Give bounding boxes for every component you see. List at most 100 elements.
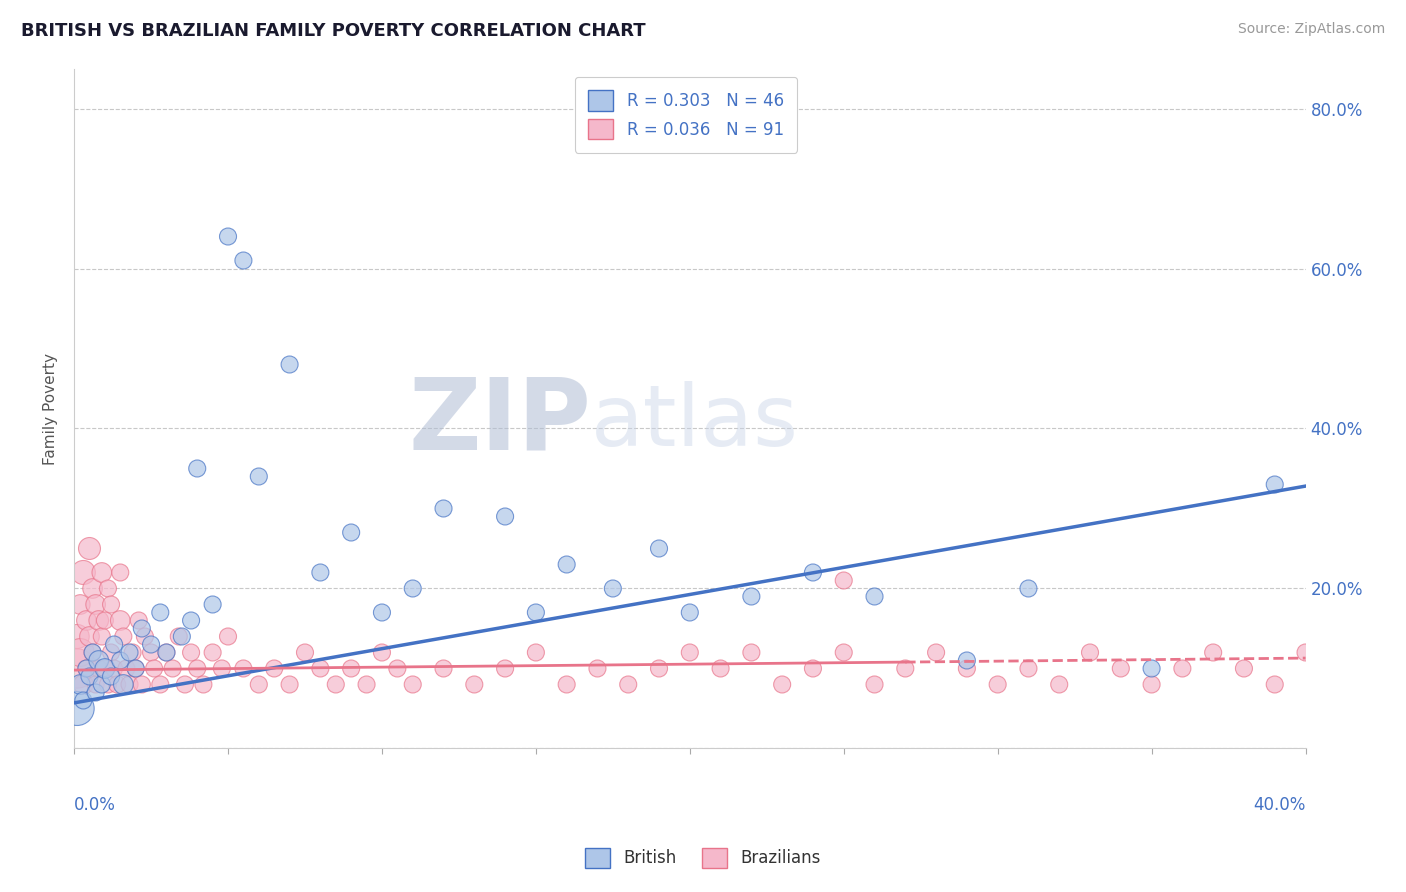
Point [832,645,855,659]
Point [87,614,110,628]
Point [94,661,117,675]
Point [155,645,177,659]
Point [555,558,578,572]
Point [294,645,316,659]
Point [170,630,193,644]
Point [79,630,101,644]
Point [180,614,202,628]
Point [97,677,120,691]
Point [494,509,516,524]
Point [710,661,733,675]
Point [247,677,270,691]
Point [79,541,101,556]
Point [263,661,285,675]
Point [149,677,172,691]
Point [555,677,578,691]
Point [90,677,112,691]
Point [679,606,702,620]
Point [832,574,855,588]
Point [956,661,979,675]
Point [90,630,112,644]
Point [75,614,97,628]
Point [110,653,132,667]
Point [1140,677,1163,691]
Point [66,701,89,715]
Point [648,661,671,675]
Point [679,645,702,659]
Point [1264,477,1286,491]
Text: BRITISH VS BRAZILIAN FAMILY POVERTY CORRELATION CHART: BRITISH VS BRAZILIAN FAMILY POVERTY CORR… [21,22,645,40]
Text: ZIP: ZIP [408,374,592,471]
Point [740,645,762,659]
Point [1171,661,1194,675]
Point [84,598,107,612]
Point [90,566,112,580]
Legend: R = 0.303   N = 46, R = 0.036   N = 91: R = 0.303 N = 46, R = 0.036 N = 91 [575,77,797,153]
Point [186,661,208,675]
Point [863,590,886,604]
Point [387,661,409,675]
Point [87,661,110,675]
Point [84,677,107,691]
Point [278,677,301,691]
Y-axis label: Family Poverty: Family Poverty [44,352,58,465]
Text: atlas: atlas [592,381,799,464]
Point [340,661,363,675]
Point [131,622,153,636]
Point [309,661,332,675]
Point [617,677,640,691]
Point [103,638,125,652]
Point [94,661,117,675]
Point [134,630,156,644]
Point [463,677,485,691]
Point [128,614,150,628]
Point [1202,645,1225,659]
Point [217,630,239,644]
Point [167,630,190,644]
Point [309,566,332,580]
Point [1017,661,1039,675]
Point [956,653,979,667]
Point [100,645,122,659]
Point [131,677,153,691]
Text: Source: ZipAtlas.com: Source: ZipAtlas.com [1237,22,1385,37]
Point [1047,677,1070,691]
Point [211,661,233,675]
Point [217,229,239,244]
Point [432,661,454,675]
Point [524,606,547,620]
Point [155,645,177,659]
Point [139,645,162,659]
Point [75,661,97,675]
Point [110,566,132,580]
Point [740,590,762,604]
Point [124,661,146,675]
Point [863,677,886,691]
Point [66,661,89,675]
Point [69,598,91,612]
Point [356,677,378,691]
Point [121,645,143,659]
Point [247,469,270,483]
Point [100,598,122,612]
Point [987,677,1010,691]
Point [371,645,394,659]
Point [72,677,94,691]
Point [494,661,516,675]
Point [112,630,135,644]
Point [193,677,215,691]
Point [325,677,347,691]
Point [371,606,394,620]
Point [84,685,107,699]
Point [770,677,793,691]
Legend: British, Brazilians: British, Brazilians [579,841,827,875]
Point [278,358,301,372]
Point [94,614,117,628]
Point [1295,645,1317,659]
Point [180,645,202,659]
Point [82,645,104,659]
Point [801,661,824,675]
Point [69,677,91,691]
Point [143,661,166,675]
Point [124,661,146,675]
